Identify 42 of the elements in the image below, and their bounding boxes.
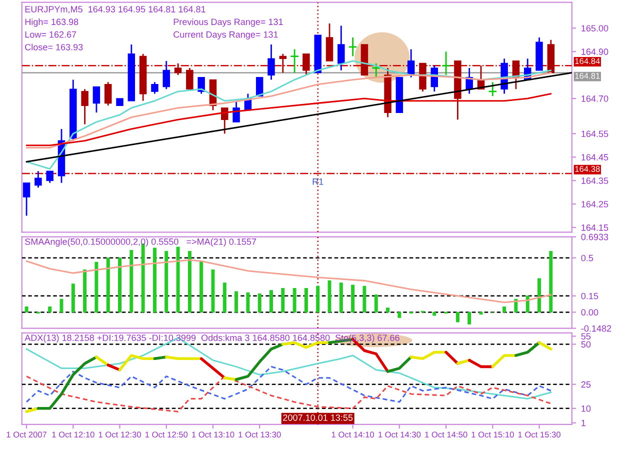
x-tick-label: 1 Oct 15:30 [518,432,560,438]
y-tick-label: 50 [581,341,591,348]
x-tick-label: 1 Oct 13:30 [238,432,281,438]
annotation: Low= 162.67 [25,31,76,38]
annotation: Current Days Range= 131 [174,31,278,40]
y-tick-label: 164.70 [582,95,608,102]
y-tick-label: 0.15 [581,292,598,300]
x-tick-label: 1 Oct 15:10 [472,432,514,438]
y-tick-label: 0.00 [581,309,598,316]
ref-line-label: 164.38 [575,166,600,172]
y-tick-label: 164.15 [582,224,608,231]
x-tick-label: 1 Oct 12:30 [98,432,141,438]
y-tick-label: 0.6933 [581,234,608,240]
ref-line-label: 2007.10.01 13:55 [283,414,353,421]
x-tick-label: 1 Oct 2007 [6,432,47,438]
x-tick-label: 1 Oct 13:10 [192,432,234,438]
chart-title: EURJPYm,M5 164.93 164.95 164.81 164.81 [25,6,206,14]
y-tick-label: 164.25 [582,200,608,208]
y-tick-label: 10 [582,405,591,412]
y-tick-label: 0.5 [581,254,594,262]
ref-line-label: 164.81 [575,72,600,79]
y-tick-label: 55 [581,333,591,340]
annotation: Close= 163.93 [25,44,83,50]
chart-title: SMAAngle(50,0.15000000,2,0) 0.5550 =>MA(21) 0.1557 [25,238,256,247]
annotation: Previous Days Range= 131 [174,18,283,27]
x-tick-label: 1 Oct 14:30 [378,432,421,438]
x-tick-label: 1 Oct 12:50 [145,432,188,438]
ref-line-label: 164.84 [575,58,600,64]
y-tick-label: 1 [582,420,586,426]
annotation: High= 163.98 [25,18,78,27]
y-tick-label: 165.00 [582,25,608,32]
annotation: R1 [312,178,324,185]
y-tick-label: 25 [581,381,591,388]
y-tick-label: -0.1482 [581,325,612,332]
chart-title: ADX(13) 18.2158 +DI:19.7635 -DI:10.3999 Odds:kma 3 164.8580 164.8580 Sto(5,3,3) 67.66 [24,334,400,343]
x-tick-label: 1 Oct 12:10 [52,432,94,438]
y-tick-label: 164.35 [582,178,608,184]
y-tick-label: 164.55 [582,130,608,138]
x-tick-label: 1 Oct 14:10 [332,432,374,438]
y-tick-label: 164.45 [582,154,608,160]
x-tick-label: 1 Oct 14:50 [425,432,468,438]
y-tick-label: 164.90 [582,48,608,55]
